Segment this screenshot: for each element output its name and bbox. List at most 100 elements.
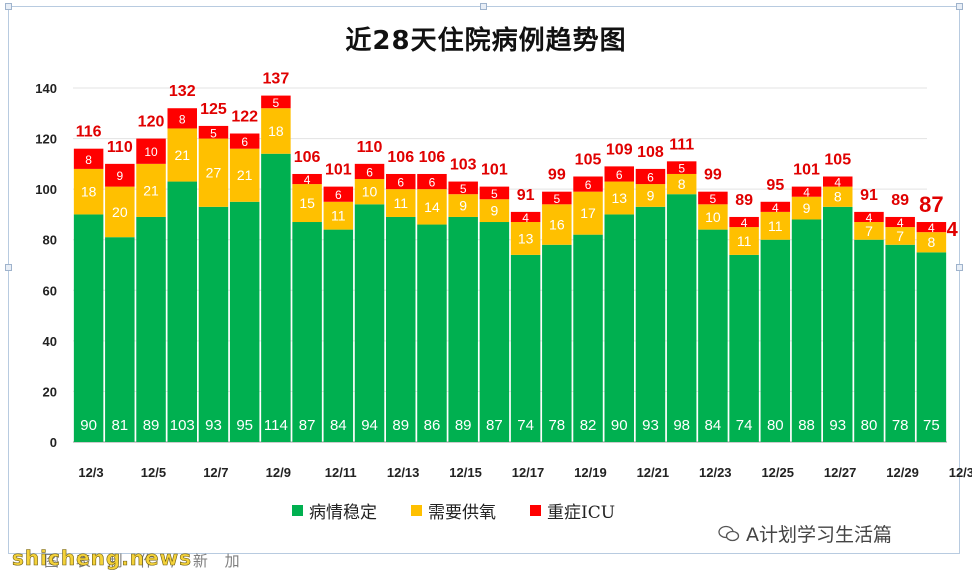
total-label: 120 — [138, 114, 165, 131]
data-label: 8 — [834, 189, 842, 205]
data-label: 11 — [393, 195, 408, 211]
x-tick-label: 12/29 — [886, 465, 919, 480]
data-label: 7 — [865, 223, 873, 239]
bar-segment-oxygen — [105, 186, 135, 238]
bar-segment-oxygen — [417, 189, 447, 225]
data-label: 4 — [304, 173, 311, 187]
y-tick-label: 100 — [35, 182, 57, 197]
chart-title: 近28天住院病例趋势图 — [345, 26, 627, 56]
bar-segment-oxygen — [823, 186, 853, 207]
bar-segment-stable — [354, 204, 385, 442]
bar-segment-oxygen — [292, 184, 322, 223]
data-label: 6 — [585, 178, 592, 192]
data-label: 78 — [892, 417, 909, 434]
total-label: 125 — [200, 101, 227, 118]
resize-handle[interactable] — [480, 3, 487, 10]
bar-segment-icu — [635, 168, 666, 185]
bar-segment-icu — [198, 125, 229, 139]
data-label: 6 — [335, 188, 342, 202]
bar-segment-oxygen — [885, 227, 915, 245]
data-label: 7 — [896, 228, 904, 244]
bar-segment-stable — [760, 239, 791, 442]
legend-item-stable: 病情稳定 — [292, 498, 377, 523]
total-label: 111 — [669, 136, 694, 153]
legend-label-oxygen: 需要供氧 — [428, 503, 496, 523]
total-label: 95 — [766, 177, 784, 194]
legend-swatch-stable — [292, 505, 303, 516]
bar-segment-oxygen — [354, 179, 385, 205]
resize-handle[interactable] — [956, 3, 963, 10]
bar-segment-oxygen — [229, 148, 260, 202]
data-label: 4 — [897, 216, 904, 230]
bar-segment-stable — [635, 206, 666, 442]
resize-handle[interactable] — [956, 264, 963, 271]
resize-handle[interactable] — [5, 3, 12, 10]
bar-segment-oxygen — [791, 196, 822, 220]
bar-segment-icu — [417, 173, 447, 190]
bar-segment-icu — [229, 133, 260, 149]
data-label: 84 — [705, 417, 722, 434]
x-tick-label: 12/15 — [449, 465, 482, 480]
data-label: 5 — [460, 182, 467, 196]
data-label: 88 — [798, 417, 815, 434]
resize-handle[interactable] — [5, 264, 12, 271]
bar-segment-icu — [448, 181, 478, 195]
bar-segment-oxygen — [198, 138, 229, 207]
data-label: 93 — [642, 417, 659, 434]
bar-segment-oxygen — [604, 181, 634, 215]
data-label: 13 — [611, 190, 627, 206]
total-label: 99 — [704, 167, 722, 184]
data-label: 27 — [206, 165, 222, 181]
data-label: 4 — [866, 211, 873, 225]
x-tick-label: 12/11 — [325, 465, 357, 480]
bar-segment-oxygen — [136, 163, 166, 217]
total-label: 122 — [231, 109, 258, 126]
bar-segment-stable — [448, 216, 478, 442]
data-label: 4 — [928, 221, 935, 235]
data-label: 87 — [486, 417, 503, 434]
data-label: 98 — [673, 417, 690, 434]
total-label: 89 — [891, 192, 909, 209]
bar-segment-stable — [885, 244, 915, 442]
data-label: 75 — [923, 417, 940, 434]
data-label: 80 — [861, 417, 878, 434]
data-label: 8 — [927, 234, 935, 250]
bar-segment-oxygen — [323, 201, 354, 230]
data-label: 16 — [549, 217, 565, 233]
bar-segment-icu — [167, 108, 197, 129]
data-label: 9 — [459, 198, 467, 214]
bar-segment-stable — [510, 254, 541, 442]
bar-segment-icu — [854, 211, 884, 223]
bar-segment-stable — [73, 214, 104, 442]
data-label: 84 — [330, 417, 347, 434]
data-label: 81 — [111, 417, 128, 434]
data-label: 80 — [767, 417, 784, 434]
data-label: 74 — [736, 417, 753, 434]
y-tick-label: 120 — [35, 132, 57, 147]
data-label: 5 — [491, 187, 498, 201]
data-label: 86 — [424, 417, 441, 434]
total-label: 109 — [606, 141, 633, 158]
total-label: 101 — [793, 162, 820, 179]
y-tick-label: 140 — [35, 81, 57, 96]
bar-segment-stable — [261, 153, 291, 442]
y-tick-label: 80 — [43, 233, 57, 248]
bar-segment-icu — [823, 176, 853, 187]
data-label: 4 — [834, 176, 841, 190]
bar-segment-stable — [791, 219, 822, 442]
bar-segment-stable — [323, 229, 354, 442]
bar-segment-oxygen — [386, 189, 416, 217]
bar-segment-oxygen — [916, 232, 947, 253]
data-label: 10 — [144, 145, 158, 159]
legend-label-stable: 病情稳定 — [309, 503, 377, 523]
data-label: 13 — [518, 230, 534, 246]
legend: 病情稳定 需要供氧 重症ICU — [292, 498, 615, 523]
site-logo-text: shicheng.news — [12, 546, 192, 571]
bar-segment-oxygen — [479, 199, 510, 223]
data-label: 4 — [803, 186, 810, 200]
bar-segment-oxygen — [167, 128, 197, 182]
total-label: 101 — [325, 162, 352, 179]
bar-segment-oxygen — [542, 204, 572, 245]
data-label: 10 — [362, 184, 378, 200]
data-label: 89 — [392, 417, 409, 434]
